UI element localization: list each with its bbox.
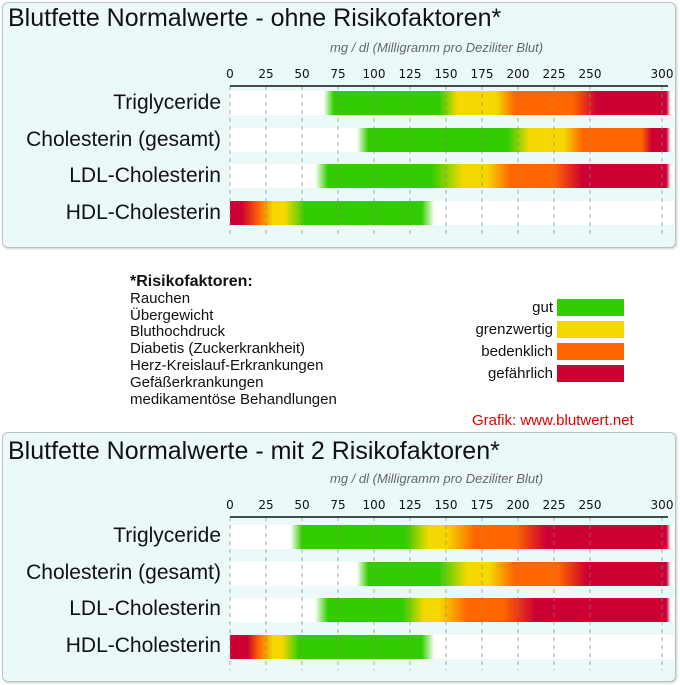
tick-label: 250 (579, 498, 602, 512)
tick-label: 25 (258, 498, 273, 512)
tick-label: 200 (507, 498, 530, 512)
row-label: HDL-Cholesterin (65, 634, 221, 657)
tick-label: 100 (363, 498, 386, 512)
tick-label: 0 (226, 498, 234, 512)
bar-triglyceride (290, 525, 671, 549)
tick-label: 300 (651, 67, 674, 81)
row-label: Cholesterin (gesamt) (26, 128, 221, 151)
tick-label: 300 (651, 498, 674, 512)
risk-item: Herz-Kreislauf-Erkrankungen (130, 356, 324, 374)
risk-heading: *Risikofaktoren: (130, 273, 253, 290)
row-label: Triglyceride (113, 524, 221, 547)
bar-cholesterin-gesamt- (356, 562, 671, 586)
bar-ldl-cholesterin (314, 598, 671, 622)
tick-label: 0 (226, 67, 234, 81)
legend-swatch (557, 320, 624, 338)
row-label: Cholesterin (gesamt) (26, 561, 221, 584)
risk-item: Bluthochdruck (130, 323, 226, 341)
risk-item: Übergewicht (130, 306, 214, 324)
bar-ldl-cholesterin (314, 164, 671, 188)
risk-item: Rauchen (130, 289, 191, 307)
legend-swatch (557, 364, 624, 382)
legend-item-grenzwertig: grenzwertig (475, 318, 624, 340)
legend-label: gut (532, 298, 553, 316)
chart-subtitle: mg / dl (Milligramm pro Deziliter Blut) (330, 471, 544, 486)
tick-label: 75 (330, 67, 345, 81)
chart-title: Blutfette Normalwerte - mit 2 Risikofakt… (8, 437, 500, 465)
tick-label: 175 (471, 498, 494, 512)
credit-link[interactable]: Grafik: www.blutwert.net (472, 412, 634, 429)
row-label: LDL-Cholesterin (69, 597, 221, 620)
risk-item: Gefäßerkrankungen (130, 373, 264, 391)
bar-hdl-cholesterin (230, 635, 435, 659)
chart-title: Blutfette Normalwerte - ohne Risikofakto… (8, 4, 502, 32)
risk-item: Diabetis (Zuckerkrankheit) (130, 340, 306, 358)
tick-label: 250 (579, 67, 602, 81)
tick-label: 125 (399, 498, 422, 512)
row-label: LDL-Cholesterin (69, 164, 221, 187)
tick-label: 175 (471, 67, 494, 81)
tick-label: 100 (363, 67, 386, 81)
tick-label: 200 (507, 67, 530, 81)
tick-label: 150 (435, 498, 458, 512)
tick-label: 50 (294, 498, 309, 512)
bar-cholesterin-gesamt- (356, 128, 671, 152)
row-label: HDL-Cholesterin (65, 201, 221, 224)
tick-label: 150 (435, 67, 458, 81)
tick-label: 75 (330, 498, 345, 512)
row-label: Triglyceride (113, 91, 221, 114)
legend-swatch (557, 298, 624, 316)
legend-label: grenzwertig (475, 320, 553, 338)
tick-label: 50 (294, 67, 309, 81)
legend-item-gut: gut (532, 296, 624, 318)
legend-item-bedenklich: bedenklich (481, 340, 624, 362)
legend-item-gefaehrlich: gefährlich (488, 362, 624, 384)
risk-item: medikamentöse Behandlungen (130, 390, 337, 408)
tick-label: 225 (543, 67, 566, 81)
bar-hdl-cholesterin (230, 201, 435, 225)
tick-label: 225 (543, 498, 566, 512)
legend-label: bedenklich (481, 342, 553, 360)
legend-label: gefährlich (487, 364, 553, 382)
tick-label: 25 (258, 67, 273, 81)
tick-label: 125 (399, 67, 422, 81)
chart-subtitle: mg / dl (Milligramm pro Deziliter Blut) (330, 40, 544, 55)
legend-swatch (557, 342, 624, 360)
bar-triglyceride (323, 91, 671, 115)
risk-factor-list: *Risikofaktoren: Rauchen Übergewicht Blu… (130, 273, 337, 408)
